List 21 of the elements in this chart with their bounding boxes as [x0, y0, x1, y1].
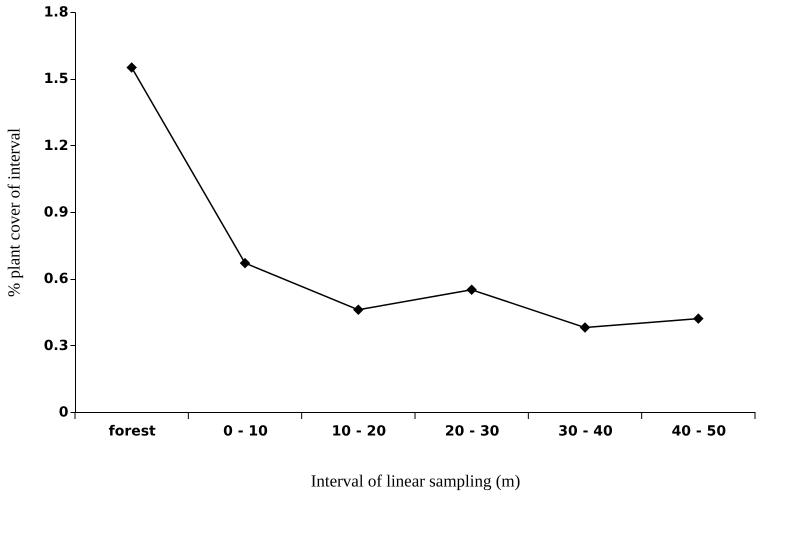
y-tick-label: 0.3 [44, 338, 68, 354]
x-tick-label: 30 - 40 [558, 424, 614, 440]
point [353, 304, 364, 316]
y-tick-label: 1.8 [44, 4, 68, 20]
y-tick-label: 1.2 [44, 138, 68, 154]
y-tick-label: 0.9 [44, 204, 68, 220]
x-tick-label: forest [108, 424, 156, 440]
x-tick-label: 0 - 10 [223, 424, 268, 440]
point [693, 313, 704, 324]
point [466, 284, 477, 296]
x-tick-label: 40 - 50 [672, 424, 726, 440]
x-tick-label: 20 - 30 [444, 424, 500, 440]
point [240, 258, 250, 268]
y-axis-title: % plant cover of interval [4, 128, 24, 297]
x-axis-title: Interval of linear sampling (m) [310, 472, 520, 490]
y-tick-label: 1.5 [44, 71, 68, 88]
y-tick-label: 0 [58, 404, 69, 420]
point [580, 322, 590, 333]
y-tick-label: 0.6 [44, 271, 68, 288]
x-tick-label: 10 - 20 [332, 424, 386, 440]
point [126, 62, 137, 73]
